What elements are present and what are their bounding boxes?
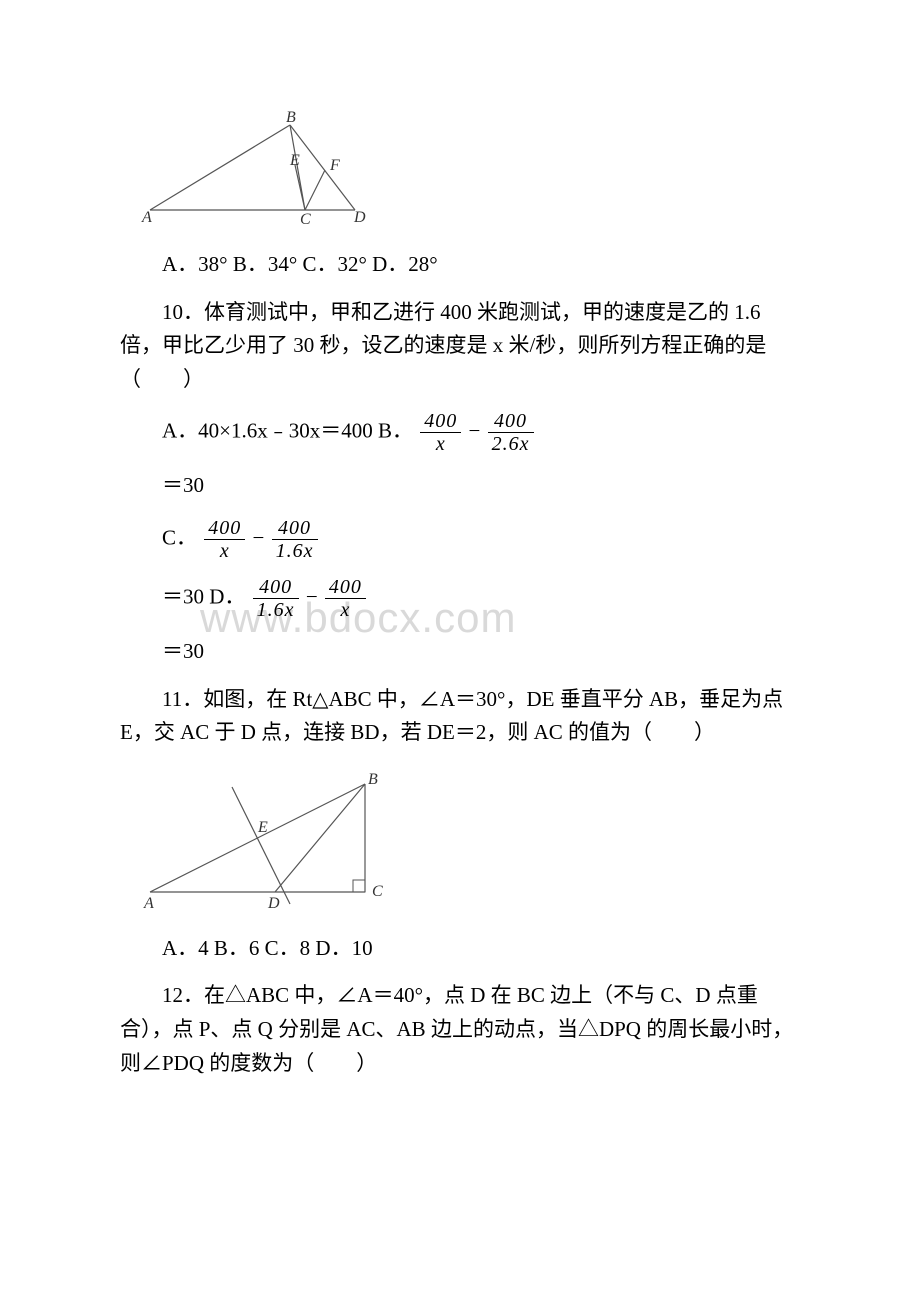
q10-frac-d-left: 400 1.6x <box>253 576 299 621</box>
q11-label-b: B <box>368 771 378 788</box>
q9-options: A．38° B．34° C．32° D．28° <box>120 248 800 282</box>
q10-eq30-c: ＝30 D． <box>162 584 245 608</box>
q10-opt-ab: A．40×1.6x﹣30x＝400 B． 400 x − 400 2.6x <box>162 410 800 455</box>
q11-label-a: A <box>143 895 154 912</box>
q11-options: A．4 B．6 C．8 D．10 <box>120 932 800 966</box>
q10-frac-c-right: 400 1.6x <box>272 517 318 562</box>
q10-frac-c-left: 400 x <box>204 517 245 562</box>
q9-label-c: C <box>300 211 311 228</box>
q10-frac-b-left: 400 x <box>420 410 461 455</box>
q10-opt-c-text: C． <box>162 525 197 549</box>
q9-figure: A B C D E F <box>140 110 800 230</box>
q9-label-e: E <box>289 152 300 169</box>
q10-frac-d-right: 400 x <box>325 576 366 621</box>
q9-label-b: B <box>286 110 296 126</box>
q11-label-d: D <box>267 895 280 912</box>
q10-opt-c: C． 400 x − 400 1.6x <box>162 517 800 562</box>
q11-figure: A D C B E <box>140 764 800 914</box>
q10-eq30-d: ＝30 <box>162 635 800 669</box>
q9-label-a: A <box>141 209 152 226</box>
q10-opt-d: ＝30 D． 400 1.6x − 400 x <box>162 576 800 621</box>
q11-label-e: E <box>257 819 268 836</box>
q11-stem: 11．如图，在 Rt△ABC 中，∠A＝30°，DE 垂直平分 AB，垂足为点 … <box>120 683 800 750</box>
q10-eq30-b: ＝30 <box>162 469 800 503</box>
q10-opt-a-text: A．40×1.6x﹣30x＝400 B． <box>162 419 413 443</box>
q9-label-d: D <box>353 209 366 226</box>
q9-label-f: F <box>329 157 340 174</box>
q12-stem: 12．在△ABC 中，∠A＝40°，点 D 在 BC 边上（不与 C、D 点重合… <box>120 979 800 1080</box>
q11-label-c: C <box>372 883 383 900</box>
q10-frac-b-right: 400 2.6x <box>488 410 534 455</box>
q10-stem: 10．体育测试中，甲和乙进行 400 米跑测试，甲的速度是乙的 1.6 倍，甲比… <box>120 296 800 397</box>
